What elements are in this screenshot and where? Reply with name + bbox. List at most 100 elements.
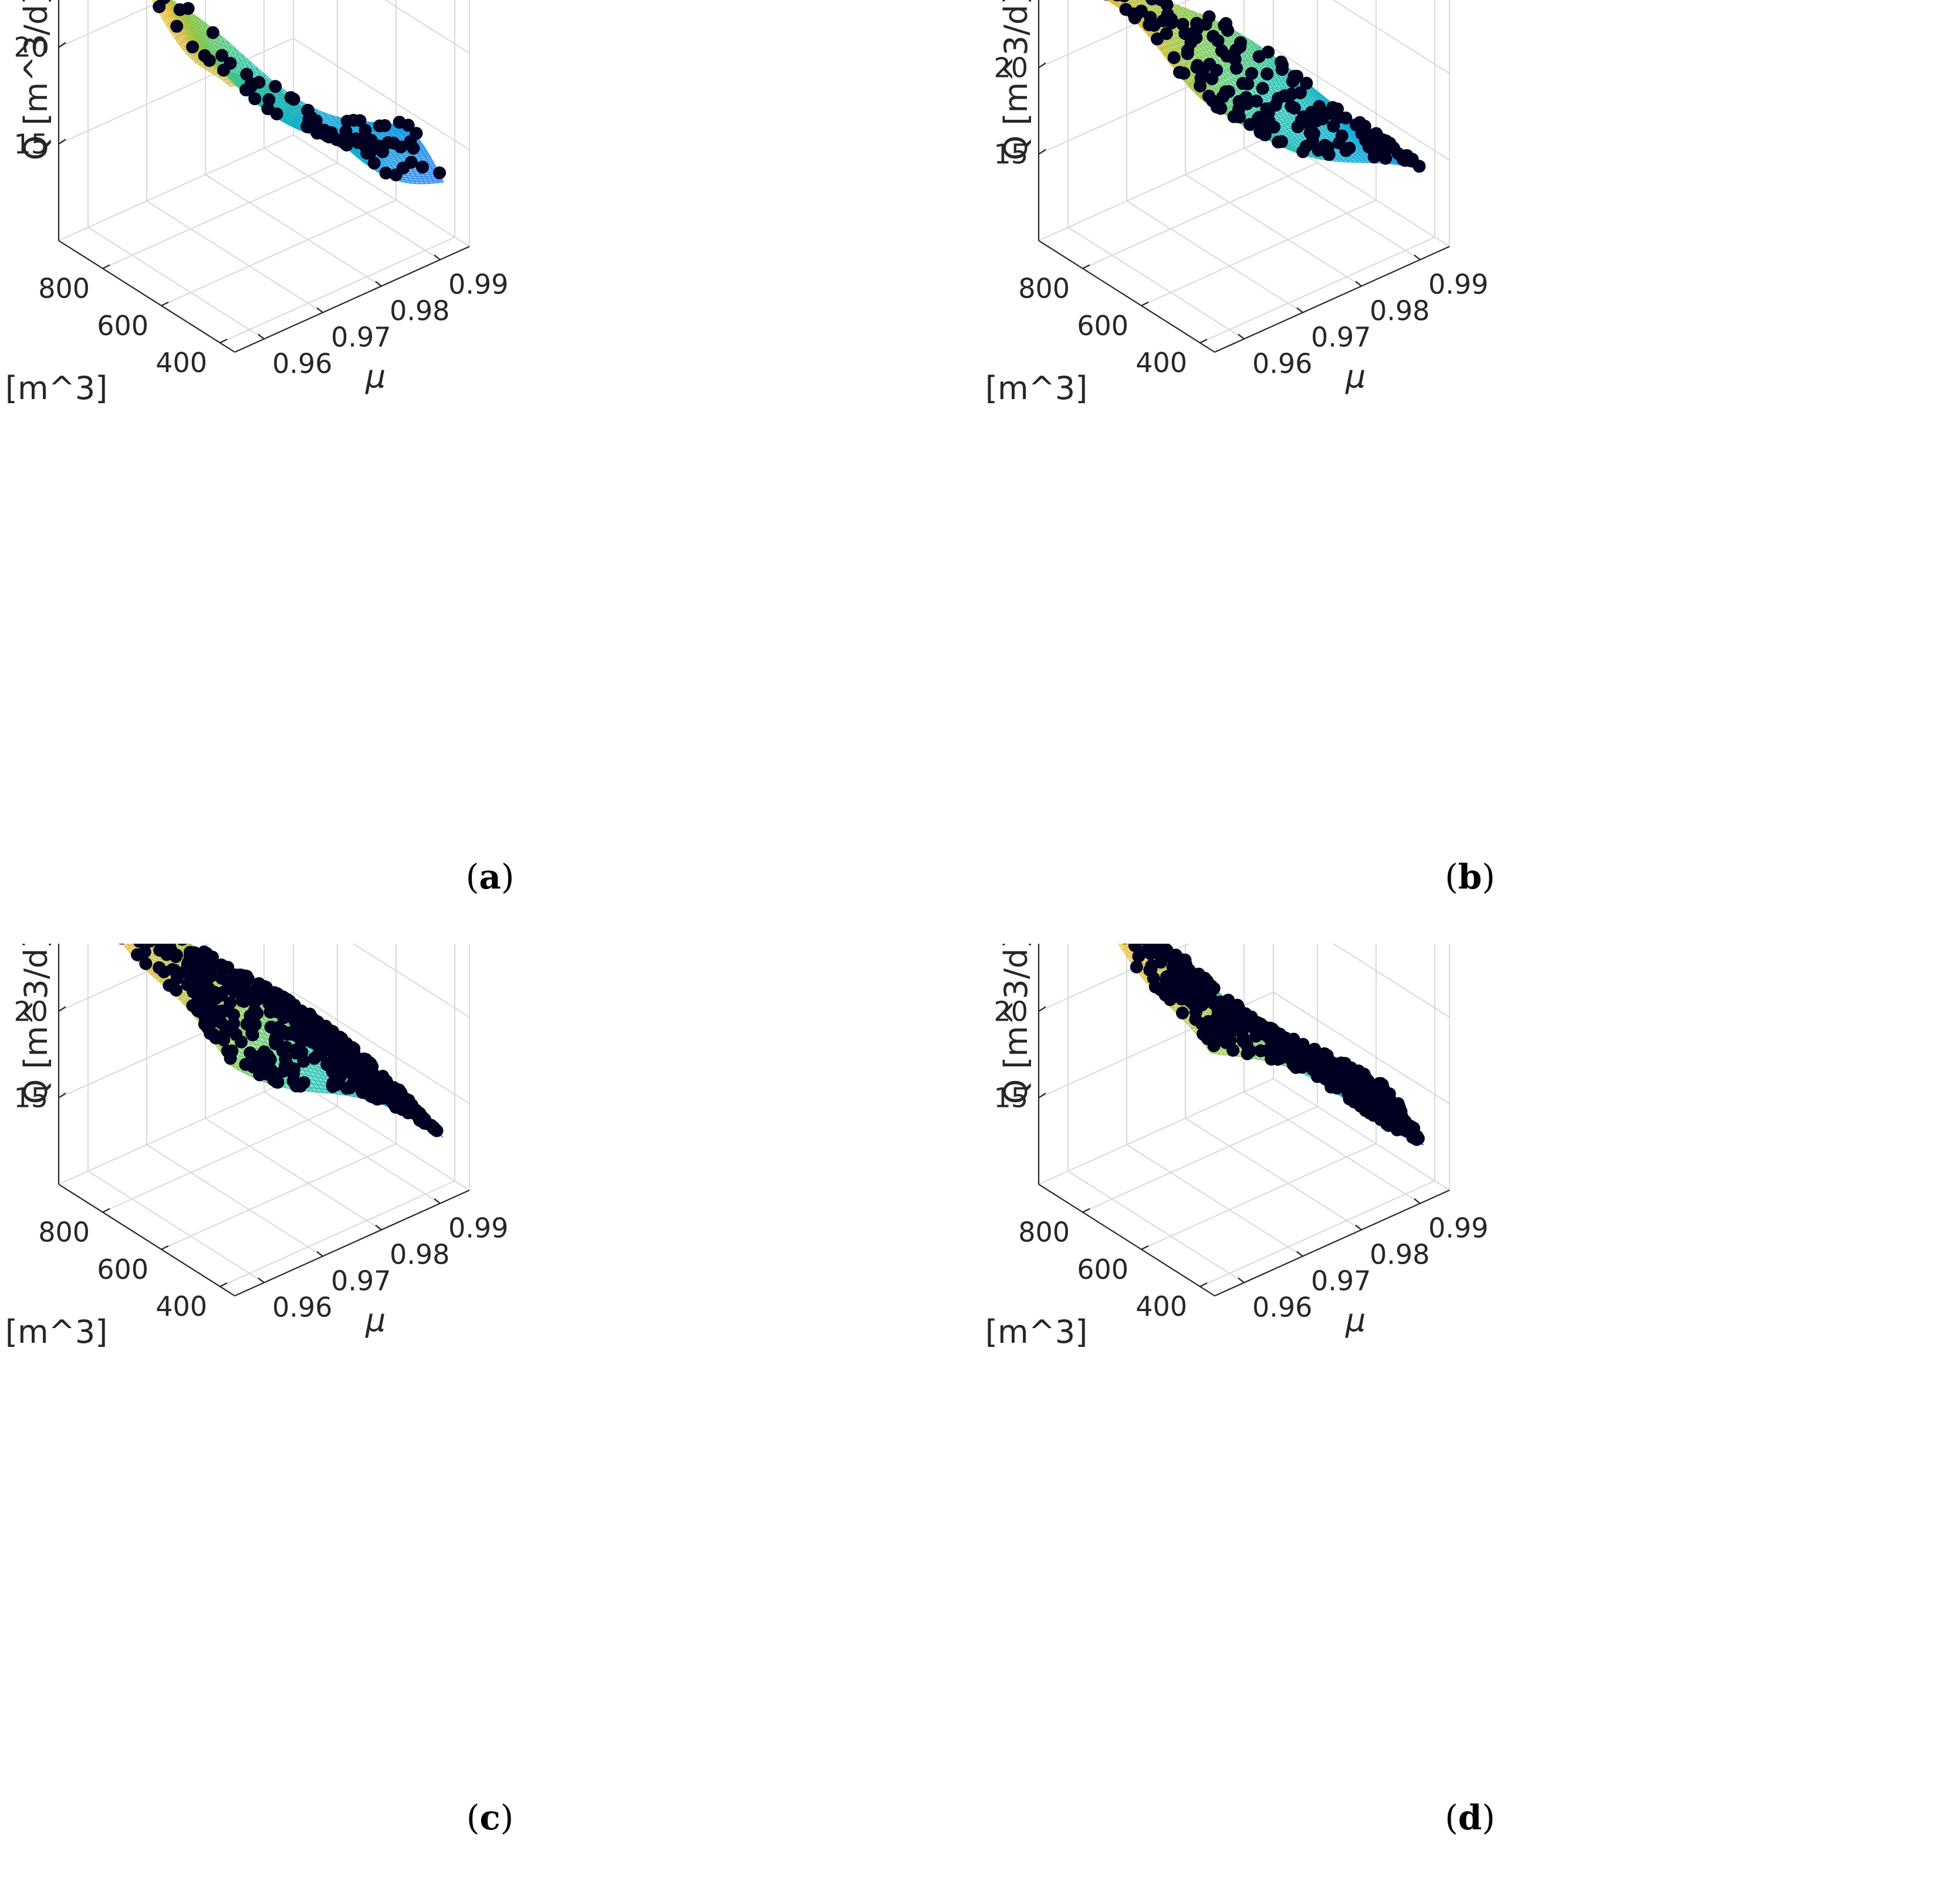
plot-a: 1520254006008000.960.970.980.99Q [m^3/d]… <box>0 0 508 407</box>
sample-point <box>240 67 254 81</box>
y-tick-label: 600 <box>1077 310 1128 342</box>
sample-point <box>1119 0 1129 2</box>
x-axis-label: μ <box>1345 358 1366 395</box>
axis-lines-a <box>58 0 470 353</box>
sample-point <box>1256 82 1269 95</box>
floor-grid-v-600 <box>161 199 397 306</box>
x-axis-line <box>1214 245 1450 353</box>
x-tick-label: 0.96 <box>1252 348 1312 380</box>
x-tick-mark <box>1355 281 1362 287</box>
floor-grid-v-400 <box>219 1180 455 1288</box>
sample-point <box>269 80 282 93</box>
z-tick-label: 15 <box>993 139 1028 170</box>
sample-point <box>1250 94 1263 108</box>
y-tick-mark <box>1082 264 1090 269</box>
sample-point <box>1327 119 1340 133</box>
sample-point <box>1363 140 1377 153</box>
y-tick-label: 600 <box>97 310 148 342</box>
x-tick-label: 0.97 <box>1311 322 1371 353</box>
floor-grid-mu-0.96 <box>87 1170 265 1284</box>
sidewall-grid-q-15 <box>1273 48 1450 161</box>
floor-grid-v-800 <box>102 1106 338 1213</box>
floor-grid-v-800 <box>102 162 338 269</box>
sample-point <box>215 49 229 62</box>
floor-grid-mu-0.97 <box>1126 200 1303 313</box>
sample-point <box>1245 67 1258 80</box>
x-tick-label: 0.96 <box>272 348 332 380</box>
y-tick-mark <box>1199 339 1208 344</box>
sample-point <box>1221 23 1235 37</box>
floor-grid-mu-0.97 <box>146 1144 323 1257</box>
sample-point <box>1391 147 1405 160</box>
y-tick-label: 800 <box>38 273 90 305</box>
x-tick-mark <box>375 281 382 287</box>
z-axis-label: Q [m^3/d] <box>998 0 1035 160</box>
sample-point <box>224 56 237 70</box>
sample-point <box>1353 116 1367 129</box>
sample-point <box>1143 18 1156 32</box>
sample-point <box>367 156 381 170</box>
floor-grid-mu-0.99 <box>263 147 441 261</box>
x-tick-label: 0.99 <box>448 269 508 300</box>
panel-c: 1520254006008000.960.970.980.99Q [m^3/d]… <box>0 944 980 1887</box>
sample-point <box>1327 103 1340 117</box>
sample-point <box>1210 63 1223 77</box>
x-tick-mark <box>1238 333 1245 340</box>
sample-point <box>1190 60 1204 74</box>
floor-grid-v-600 <box>161 1143 397 1250</box>
floor-grid-mu-0.98 <box>205 1117 382 1231</box>
sample-point <box>379 166 393 180</box>
sample-point <box>1262 45 1275 59</box>
sample-point <box>1165 12 1178 26</box>
x-tick-mark <box>434 254 441 261</box>
sample-point <box>1215 44 1228 58</box>
x-tick-label: 0.99 <box>1428 269 1488 300</box>
sample-point <box>1229 43 1243 57</box>
sidewall-grid-q-15 <box>293 991 470 1105</box>
z-axis-label: Q [m^3/d] <box>18 0 55 160</box>
floor-grid-mu-0.97 <box>146 200 323 313</box>
sample-point <box>1194 79 1207 93</box>
sample-point <box>1269 99 1282 112</box>
box-edge-5 <box>58 134 294 241</box>
sample-point <box>1275 63 1289 76</box>
y-tick-label: 800 <box>1018 273 1070 305</box>
panel-b: 1520254006008000.960.970.980.99Q [m^3/d]… <box>980 0 1960 944</box>
sample-point <box>364 134 378 147</box>
sample-point <box>410 127 423 140</box>
sample-point <box>1173 66 1186 79</box>
x-tick-label: 0.98 <box>1370 295 1430 327</box>
sample-point <box>287 93 300 106</box>
sample-point <box>1228 53 1242 66</box>
sample-point <box>353 114 367 127</box>
backwall-grid-q-15 <box>58 38 294 145</box>
surface-cell <box>1131 0 1140 4</box>
y-axis-line <box>1038 240 1215 353</box>
sample-point <box>1296 145 1310 158</box>
sample-point <box>1339 112 1353 124</box>
sample-point <box>173 3 187 16</box>
samples-a <box>153 0 446 181</box>
sample-point <box>394 140 408 154</box>
x-tick-label: 0.98 <box>390 295 450 327</box>
sample-point <box>1167 51 1181 65</box>
sample-point <box>202 54 216 67</box>
surface-cell <box>1136 0 1144 3</box>
sample-point <box>1261 67 1274 80</box>
sample-point <box>1222 85 1235 99</box>
y-tick-mark <box>102 264 110 269</box>
sample-point <box>1199 18 1212 31</box>
sample-point <box>1290 69 1303 83</box>
backwall-grid-q-20 <box>58 0 165 48</box>
floor-grid-v-400 <box>1199 237 1435 344</box>
sample-point <box>1306 134 1319 147</box>
x-axis-line <box>234 245 470 353</box>
sample-point <box>186 40 200 53</box>
sample-point <box>1119 3 1133 16</box>
sample-point <box>1307 108 1321 121</box>
sample-point <box>1103 0 1109 1</box>
floor-grid-v-600 <box>1141 199 1377 306</box>
sidewall-grid-q-20 <box>352 944 470 1018</box>
axes-c: 1520254006008000.960.970.980.99Q [m^3/d]… <box>0 944 508 1350</box>
